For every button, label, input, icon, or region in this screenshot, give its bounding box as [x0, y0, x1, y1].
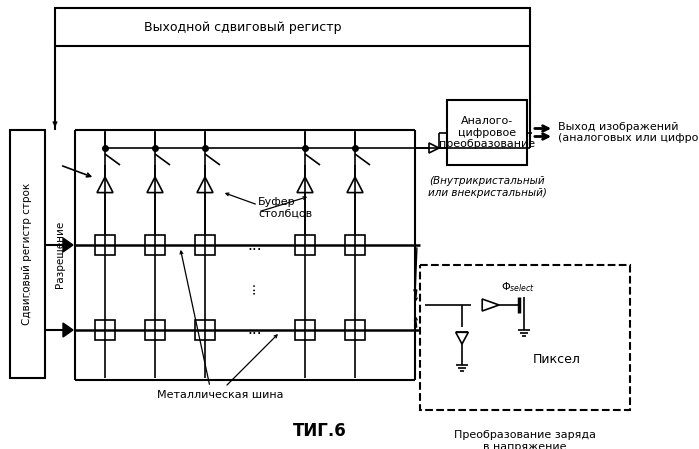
- Bar: [295, 320, 315, 340]
- Text: Пиксел: Пиксел: [533, 353, 580, 366]
- Text: $\Phi_{select}$: $\Phi_{select}$: [501, 280, 535, 294]
- Text: ...: ...: [243, 281, 257, 294]
- Text: Сдвиговый регистр строк: Сдвиговый регистр строк: [22, 183, 32, 325]
- Bar: [10, 130, 45, 378]
- Bar: [345, 320, 365, 340]
- Text: Разрешение: Разрешение: [55, 220, 65, 288]
- Text: ΤИГ.6: ΤИГ.6: [293, 422, 347, 440]
- Text: Буфер
столбцов: Буфер столбцов: [258, 197, 312, 219]
- Bar: [95, 235, 115, 255]
- Bar: [420, 265, 630, 410]
- Bar: [195, 235, 215, 255]
- Text: Металлическая шина: Металлическая шина: [157, 390, 283, 400]
- Bar: [145, 320, 165, 340]
- Text: ...: ...: [247, 238, 262, 252]
- Text: ......: ......: [23, 280, 32, 295]
- Text: (Внутрикристальный
или внекристальный): (Внутрикристальный или внекристальный): [428, 176, 547, 198]
- Text: Преобразование заряда
в напряжение: Преобразование заряда в напряжение: [454, 430, 596, 449]
- Bar: [145, 235, 165, 255]
- Bar: [345, 235, 365, 255]
- Polygon shape: [63, 238, 73, 252]
- Bar: [195, 320, 215, 340]
- Bar: [295, 235, 315, 255]
- Bar: [95, 320, 115, 340]
- Text: Выходной сдвиговый регистр: Выходной сдвиговый регистр: [144, 21, 341, 34]
- Bar: [55, 8, 530, 46]
- Text: Аналого-
цифровое
преобразование: Аналого- цифровое преобразование: [439, 116, 535, 149]
- Polygon shape: [63, 323, 73, 337]
- Bar: [447, 100, 527, 165]
- Text: ...: ...: [247, 322, 262, 338]
- Text: Выход изображений
(аналоговых или цифровых): Выход изображений (аналоговых или цифров…: [558, 122, 699, 143]
